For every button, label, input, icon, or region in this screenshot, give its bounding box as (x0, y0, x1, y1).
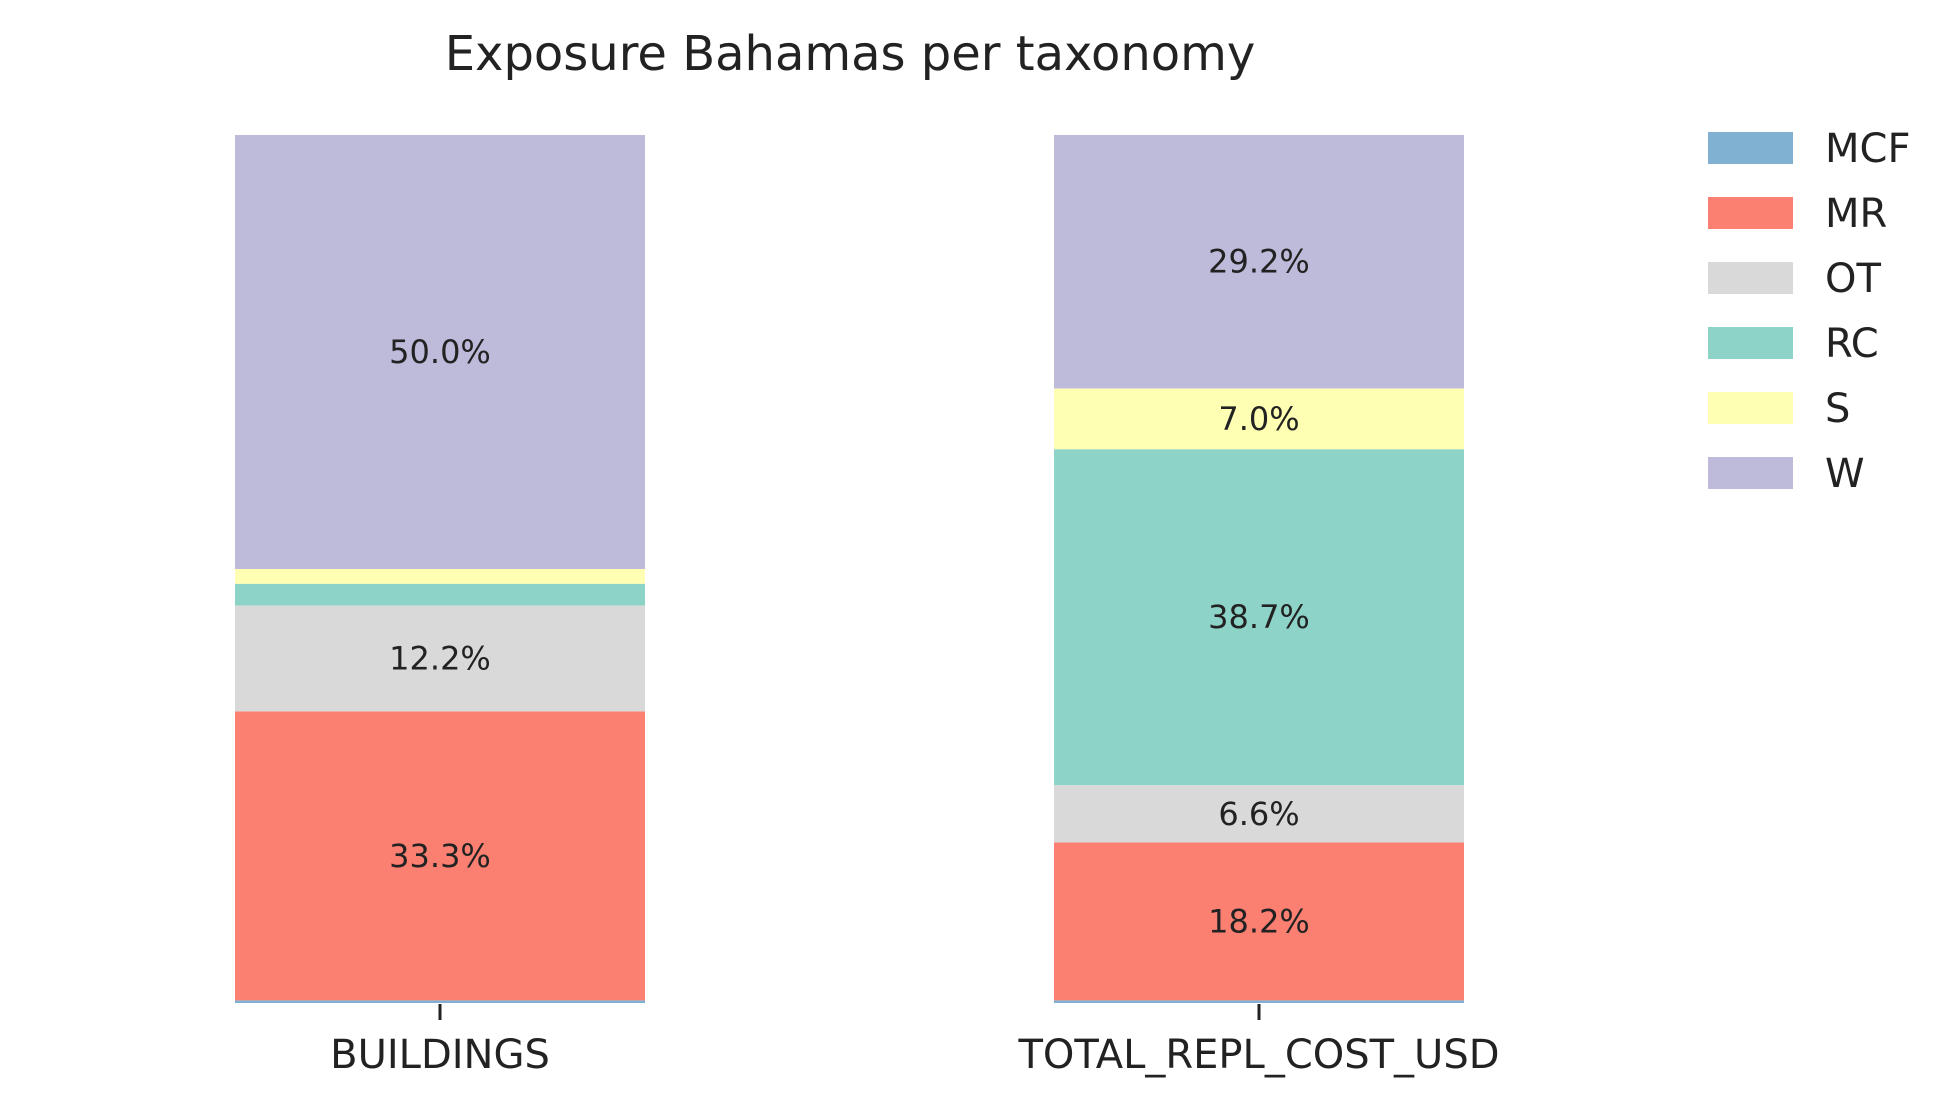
data-label-ot-buildings: 12.2% (389, 639, 491, 677)
data-label-mr-buildings: 33.3% (389, 837, 491, 875)
data-label-rc-total_repl_cost_usd: 38.7% (1208, 598, 1310, 636)
legend-swatch-s (1708, 392, 1793, 424)
x-axis: BUILDINGS TOTAL_REPL_COST_USD (330, 1004, 1500, 1078)
bar-segment-ot-buildings (235, 605, 645, 712)
bars-group (235, 135, 1464, 1003)
bar-segment-w-buildings (235, 135, 645, 569)
bar-segment-mr-buildings (235, 711, 645, 1001)
legend-label-rc: RC (1825, 321, 1879, 367)
legend-swatch-w (1708, 457, 1793, 489)
legend-label-ot: OT (1825, 256, 1881, 302)
legend-label-w: W (1825, 451, 1865, 497)
bar-segment-ot-total_repl_cost_usd (1054, 785, 1464, 843)
bar-segment-mcf-buildings (235, 1000, 645, 1003)
legend-swatch-mcf (1708, 132, 1793, 164)
x-tick-label-total_repl_cost_usd: TOTAL_REPL_COST_USD (1017, 1032, 1499, 1078)
bar-segment-mr-total_repl_cost_usd (1054, 842, 1464, 1001)
x-tick-label-buildings: BUILDINGS (330, 1032, 550, 1078)
legend-swatch-mr (1708, 197, 1793, 229)
bar-segment-s-total_repl_cost_usd (1054, 388, 1464, 450)
bar-segment-s-buildings (235, 569, 645, 584)
segment-labels-group: 33.3% 12.2% 50.0% 18.2% 6.6% 38.7% 7.0% 29.2% (389, 243, 1310, 941)
bar-segment-rc-total_repl_cost_usd (1054, 449, 1464, 786)
data-label-w-total_repl_cost_usd: 29.2% (1208, 243, 1310, 281)
data-label-ot-total_repl_cost_usd: 6.6% (1218, 795, 1299, 833)
data-label-mr-total_repl_cost_usd: 18.2% (1208, 902, 1310, 940)
legend-label-s: S (1825, 386, 1850, 432)
chart-title: Exposure Bahamas per taxonomy (445, 26, 1256, 82)
data-label-w-buildings: 50.0% (389, 333, 491, 371)
bar-segment-mcf-total_repl_cost_usd (1054, 1000, 1464, 1003)
legend-label-mcf: MCF (1825, 126, 1910, 172)
legend-label-mr: MR (1825, 191, 1887, 237)
legend-swatch-rc (1708, 327, 1793, 359)
bar-segment-rc-buildings (235, 583, 645, 606)
legend-swatch-ot (1708, 262, 1793, 294)
bar-segment-w-total_repl_cost_usd (1054, 135, 1464, 389)
legend: MCF MR OT RC SW (1708, 126, 1910, 497)
data-label-s-total_repl_cost_usd: 7.0% (1218, 400, 1299, 438)
